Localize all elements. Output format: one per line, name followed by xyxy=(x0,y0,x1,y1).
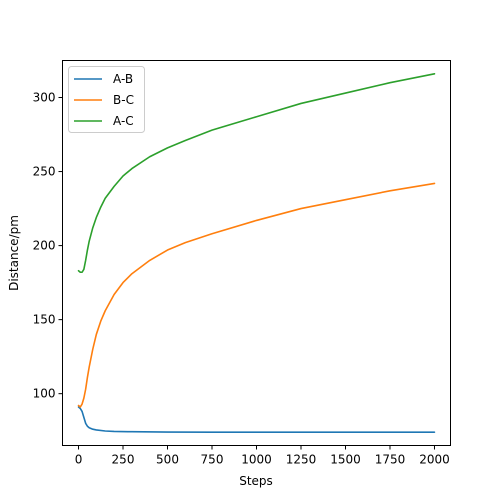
x-axis-label: Steps xyxy=(239,474,273,488)
plot-lines xyxy=(77,73,436,433)
y-axis-label: Distance/pm xyxy=(7,215,21,291)
legend-label: A-B xyxy=(113,72,133,86)
y-axis: 100 150 200 250 300 xyxy=(33,91,63,401)
y-tick-label: 250 xyxy=(33,165,56,179)
x-tick-label: 2000 xyxy=(419,453,450,467)
legend-box xyxy=(68,66,145,133)
x-tick-label: 1750 xyxy=(375,453,406,467)
legend-label: A-C xyxy=(113,114,134,128)
x-tick-label: 500 xyxy=(156,453,179,467)
x-tick-label: 0 xyxy=(75,453,83,467)
x-tick-label: 250 xyxy=(112,453,135,467)
y-tick-label: 300 xyxy=(33,91,56,105)
x-tick-label: 1250 xyxy=(286,453,317,467)
x-tick-label: 1000 xyxy=(241,453,272,467)
y-tick-label: 100 xyxy=(33,387,56,401)
x-tick-label: 1500 xyxy=(330,453,361,467)
series-line-a-c xyxy=(77,73,436,274)
legend: A-B B-C A-C xyxy=(68,66,145,133)
series-line-b-c xyxy=(77,182,436,408)
x-axis: 0 250 500 750 1000 1250 1500 1750 2000 xyxy=(75,445,450,467)
legend-label: B-C xyxy=(113,93,134,107)
series-line-a-b xyxy=(77,406,436,433)
y-tick-label: 150 xyxy=(33,313,56,327)
y-tick-label: 200 xyxy=(33,239,56,253)
x-tick-label: 750 xyxy=(201,453,224,467)
